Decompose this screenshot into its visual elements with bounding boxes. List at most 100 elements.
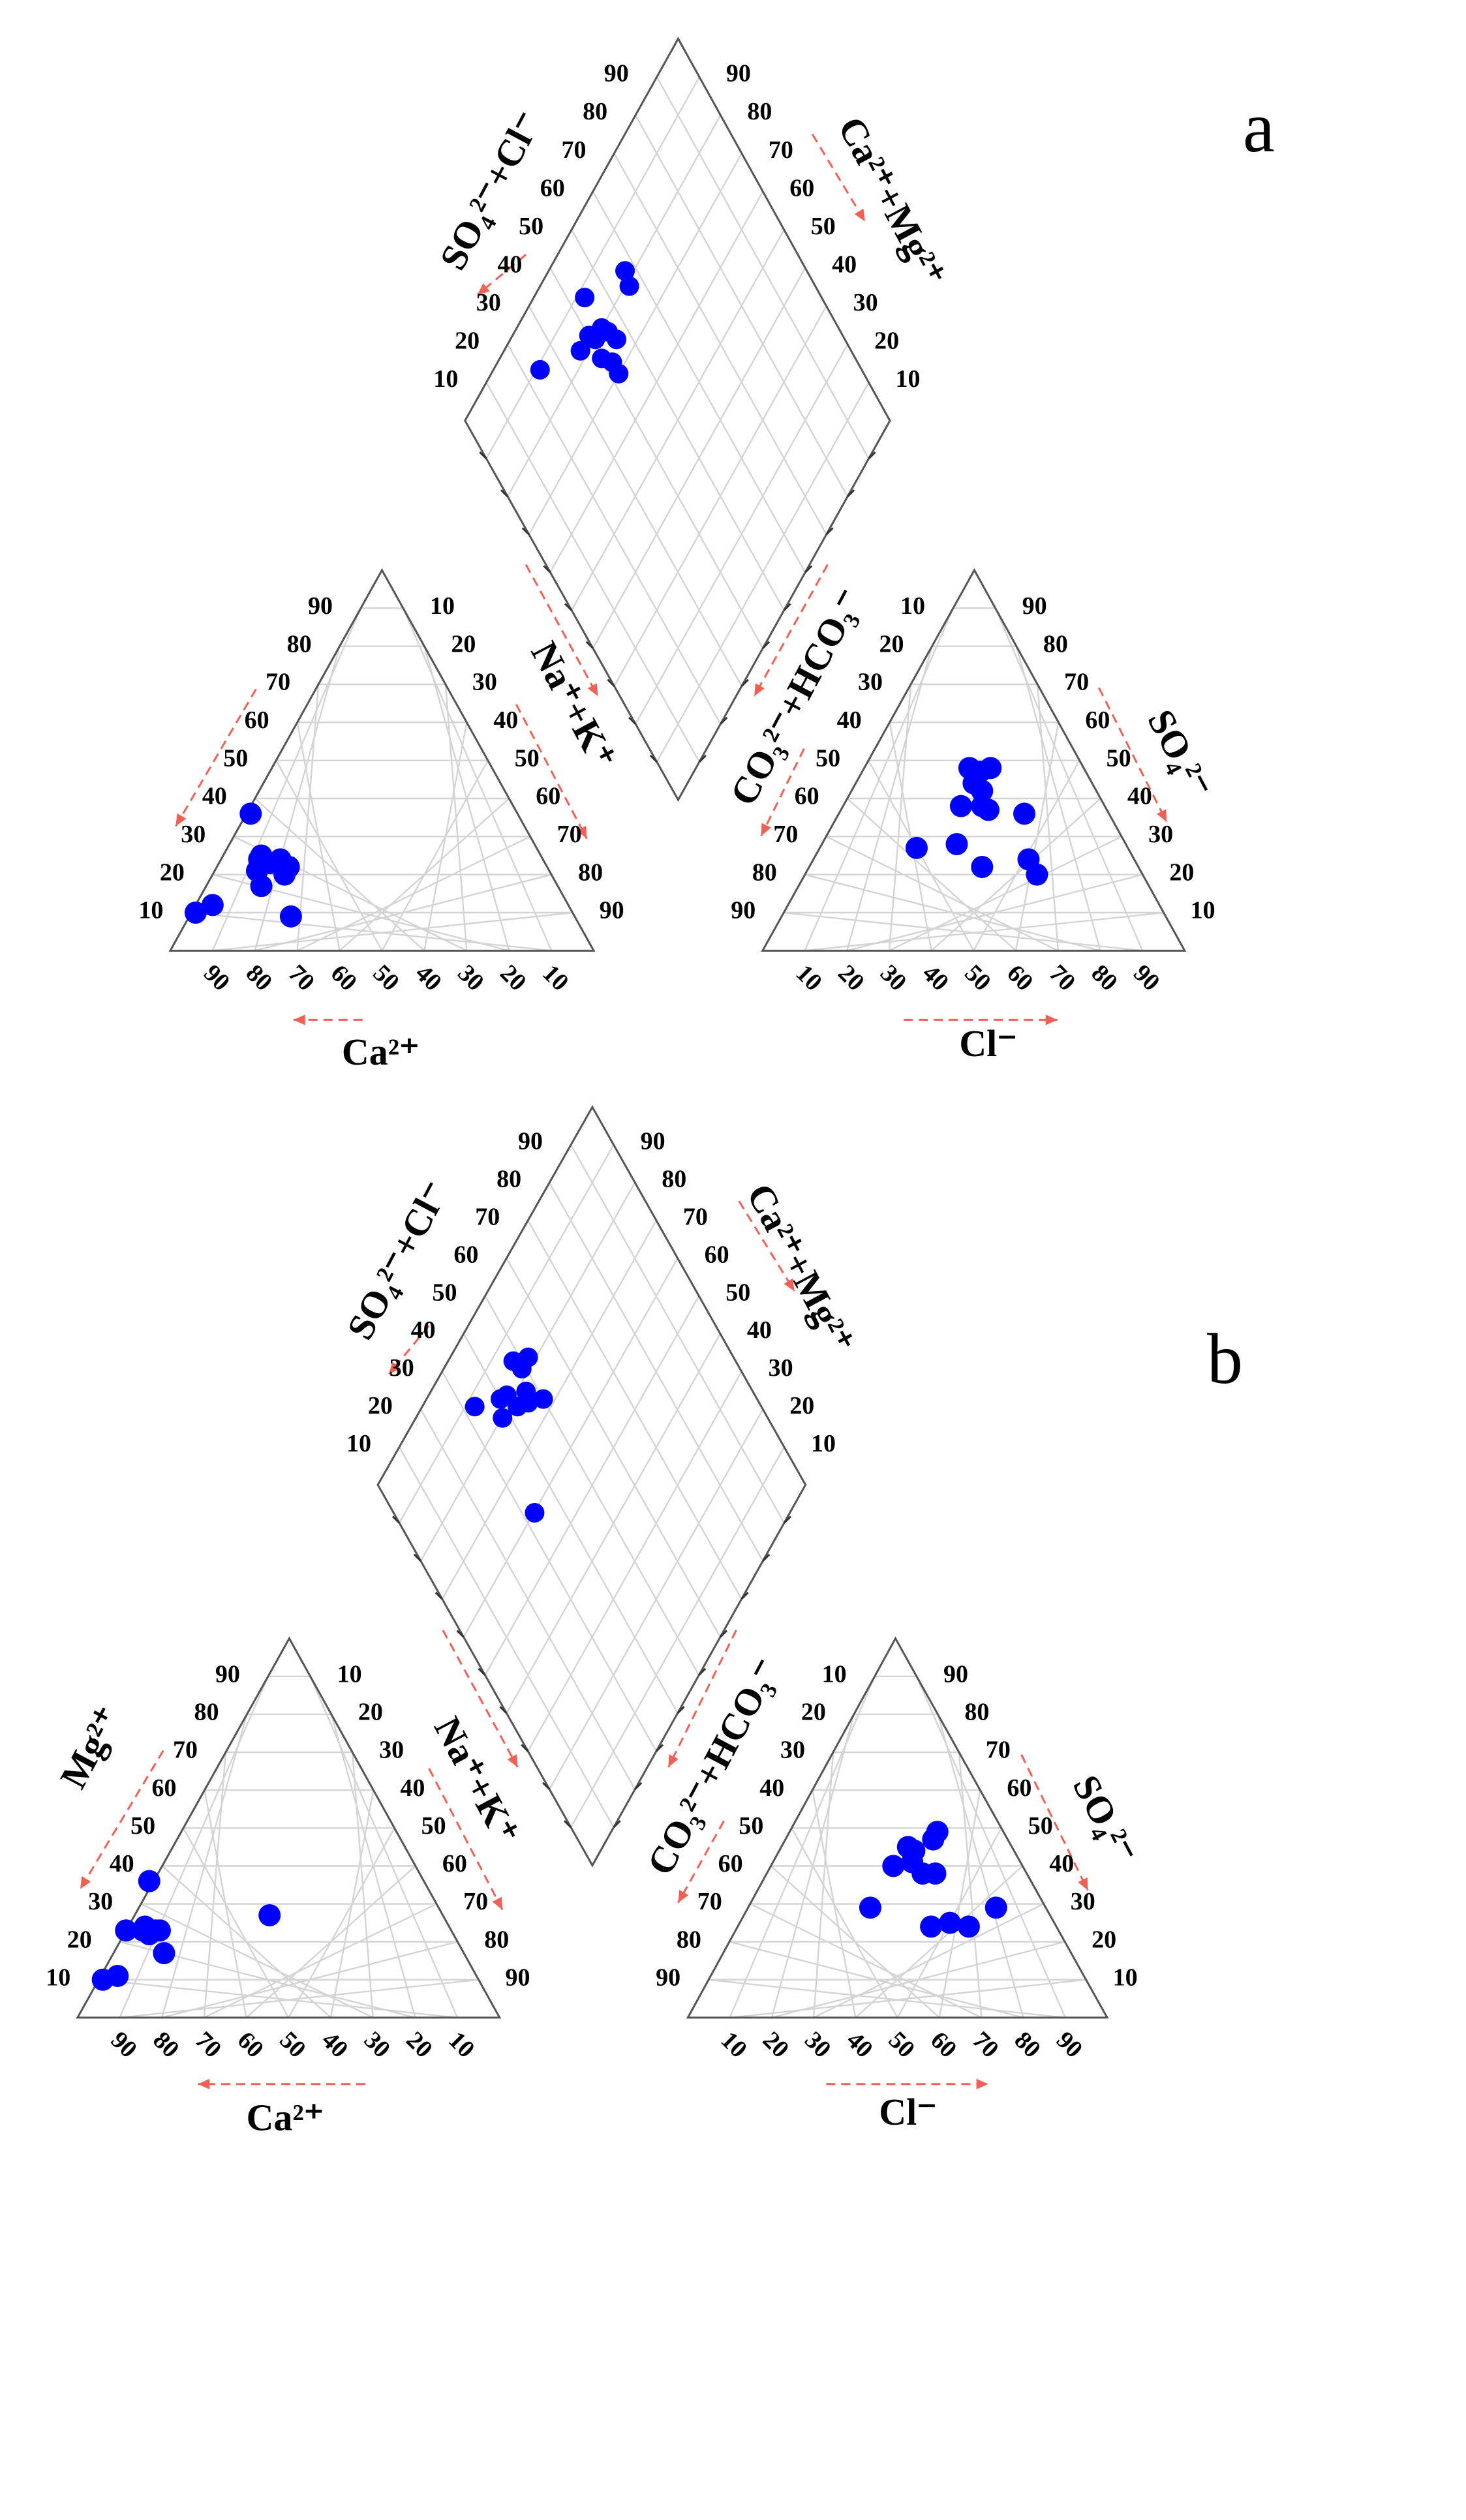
panel-b-cation-tick-right-8: 20	[358, 1699, 383, 1726]
panel-a-diamond-point	[619, 276, 639, 296]
panel-a-diamond-tick-upper-left-4: 40	[497, 250, 522, 278]
panel-b-cation-point	[138, 1870, 160, 1892]
panel-b-diamond-grid-u-7	[441, 1220, 657, 1600]
panel-b-diamond-tick-mark-lower-right-3	[655, 1744, 664, 1752]
panel-a-tag: a	[1243, 87, 1275, 167]
panel-b-diamond-point	[490, 1389, 510, 1409]
panel-a-anion-tick-bottom-3: 30	[875, 960, 912, 997]
panel-b-cation-grid-b-7	[351, 1752, 374, 2018]
panel-b-diamond-tick-mark-lower-right-8	[762, 1553, 771, 1562]
panel-a-cation-point	[279, 905, 302, 928]
panel-b-cation-tick-bottom-7: 30	[359, 2026, 396, 2063]
panel-b-anion-tick-right-7: 70	[986, 1737, 1011, 1764]
panel-a-anion-tick-left-8: 20	[879, 630, 904, 658]
panel-b-cation-tick-right-3: 70	[463, 1888, 488, 1915]
panel-a-diamond-tick-mark-lower-left-2	[628, 716, 637, 725]
panel-a-diamond-point	[570, 341, 590, 361]
panel-b-diamond-tick-mark-lower-left-2	[542, 1782, 551, 1790]
panel-a-diamond-point	[575, 288, 595, 308]
panel-b-cation-frame	[76, 1636, 502, 2019]
panel-a-cation-tick-bottom-6: 40	[410, 960, 447, 997]
panel-b-diamond-point	[503, 1351, 523, 1371]
panel-a-anion-tick-bottom-7: 70	[1044, 960, 1081, 997]
panel-a-cation-grid-b-6	[423, 722, 468, 951]
panel-b-cation-tick-right-5: 50	[421, 1812, 446, 1840]
panel-b-anion-tick-bottom-7: 70	[967, 2026, 1004, 2063]
panel-b-anion-tick-right-6: 60	[1007, 1774, 1031, 1802]
panel-a-diamond-frame	[464, 37, 891, 802]
panel-b-cation-tick-bottom-9: 10	[443, 2026, 480, 2063]
panel-b-diamond-tick-mark-lower-left-9	[391, 1515, 401, 1524]
panel-a-cation-tick-right-8: 20	[451, 630, 476, 658]
panel-b-cation-point	[106, 1964, 129, 1987]
panel-a-cation-tick-right-5: 50	[515, 744, 540, 772]
panel-b-cation-tick-bottom-8: 20	[401, 2026, 438, 2063]
panel-a-diamond-grid-u-7	[528, 153, 742, 535]
panel-b-diamond-tick-upper-left-7: 70	[475, 1204, 500, 1231]
panel-a-diamond-tick-upper-right-9: 90	[726, 60, 751, 87]
panel-b-cation-tick-bottom-5: 50	[274, 2026, 311, 2063]
panel-b-anion-grid-a-8	[729, 1941, 1024, 2019]
panel-a-diamond-tick-mark-lower-right-3	[741, 678, 749, 687]
panel-b-anion-tick-right-8: 80	[964, 1699, 989, 1726]
panel-b-anion-tick-left-3: 70	[697, 1888, 722, 1915]
panel-b-cation-tick-left-6: 60	[152, 1774, 177, 1802]
panel-b-anion-tick-right-1: 10	[1113, 1964, 1138, 1991]
panel-b-anion-tick-left-9: 10	[822, 1660, 847, 1688]
panel-b-guide-arrow-3-head	[80, 1876, 91, 1889]
panel-b-anion-grid-b-8	[937, 1714, 1024, 2018]
panel-b-cation-grid-a-6	[161, 1865, 331, 2018]
panel-b-anion-grid-a-6	[770, 1865, 940, 2018]
panel-a-diamond-tick-mark-lower-left-6	[543, 565, 551, 573]
panel-b-anion-tick-bottom-9: 90	[1051, 2026, 1088, 2063]
panel-a-diamond-tick-upper-right-4: 40	[832, 250, 857, 278]
panel-a-cation-tick-right-3: 70	[557, 821, 582, 848]
panel-b-diamond-point	[525, 1502, 545, 1523]
panel-a-anion-tick-right-9: 90	[1022, 592, 1047, 620]
panel-a-anion-grid-a-7	[825, 836, 1059, 952]
panel-a-cation-tick-right-9: 10	[430, 592, 455, 620]
panel-b-guide-arrow-2-head	[976, 2078, 988, 2089]
panel-a-guide-arrow-8-head	[587, 683, 598, 697]
panel-a-diamond-tick-mark-lower-right-8	[847, 489, 855, 498]
panel-a-anion-tick-left-4: 60	[795, 783, 819, 810]
panel-a-anion-point	[971, 856, 994, 879]
panel-b-diamond-tick-upper-left-8: 80	[496, 1166, 521, 1193]
panel-b-diamond-tick-upper-right-4: 40	[747, 1316, 772, 1344]
panel-a-anion-tick-right-5: 50	[1107, 744, 1131, 772]
panel-b-diamond-tick-mark-lower-left-7	[435, 1592, 443, 1600]
panel-a-points	[184, 261, 1048, 928]
panel-a-guide-arrow-1-head	[293, 1014, 305, 1025]
panel-a-diamond-tick-upper-left-2: 20	[455, 327, 480, 355]
panel-b-tag: b	[1207, 1319, 1243, 1399]
panel-b-diamond-tick-mark-lower-right-7	[741, 1592, 749, 1600]
panel-b-diamond-tick-mark-lower-right-5	[698, 1667, 707, 1676]
panel-a-guide-arrow-9-head	[754, 683, 765, 697]
panel-a-diamond-tick-upper-left-6: 60	[540, 174, 565, 202]
panel-b-cation-tick-bottom-4: 60	[232, 2026, 269, 2063]
panel-a-cation-frame	[168, 568, 596, 952]
panel-a-diamond-point	[579, 326, 599, 346]
panel-a-cation-point	[184, 902, 207, 924]
panel-b-cation-grid-b-8	[330, 1714, 416, 2018]
panel-b-anion-tick-left-7: 30	[780, 1737, 805, 1764]
panel-b-anion-tick-right-9: 90	[943, 1660, 968, 1688]
panel-b-anion-tick-bottom-2: 20	[757, 2026, 795, 2063]
panel-b-diamond-tick-mark-lower-right-4	[677, 1706, 685, 1714]
panel-a-anion-tick-right-3: 30	[1148, 821, 1173, 848]
panel-b-diamond-tick-upper-right-6: 60	[705, 1241, 729, 1268]
panel-a-anion-point	[945, 833, 968, 856]
panel-a-diamond-tick-mark-lower-left-5	[564, 603, 573, 611]
panel-a-diamond-tick-upper-left-1: 10	[433, 365, 458, 393]
panel-a-cation-tick-left-2: 20	[160, 858, 185, 886]
panel-b-anion-point	[859, 1896, 881, 1919]
panel-b-guide-arrow-4-head	[492, 1896, 503, 1910]
panel-b-cation-tick-right-6: 40	[400, 1774, 425, 1802]
panel-a-anion-tick-right-4: 40	[1127, 783, 1152, 810]
panel-b-guide-arrow-6-head	[1078, 1877, 1088, 1890]
panel-b-guide-arrow-5-head	[678, 1890, 689, 1903]
panel-a-cation-tick-left-9: 90	[308, 592, 333, 620]
panel-b-diamond-tick-mark-lower-left-4	[499, 1706, 508, 1714]
